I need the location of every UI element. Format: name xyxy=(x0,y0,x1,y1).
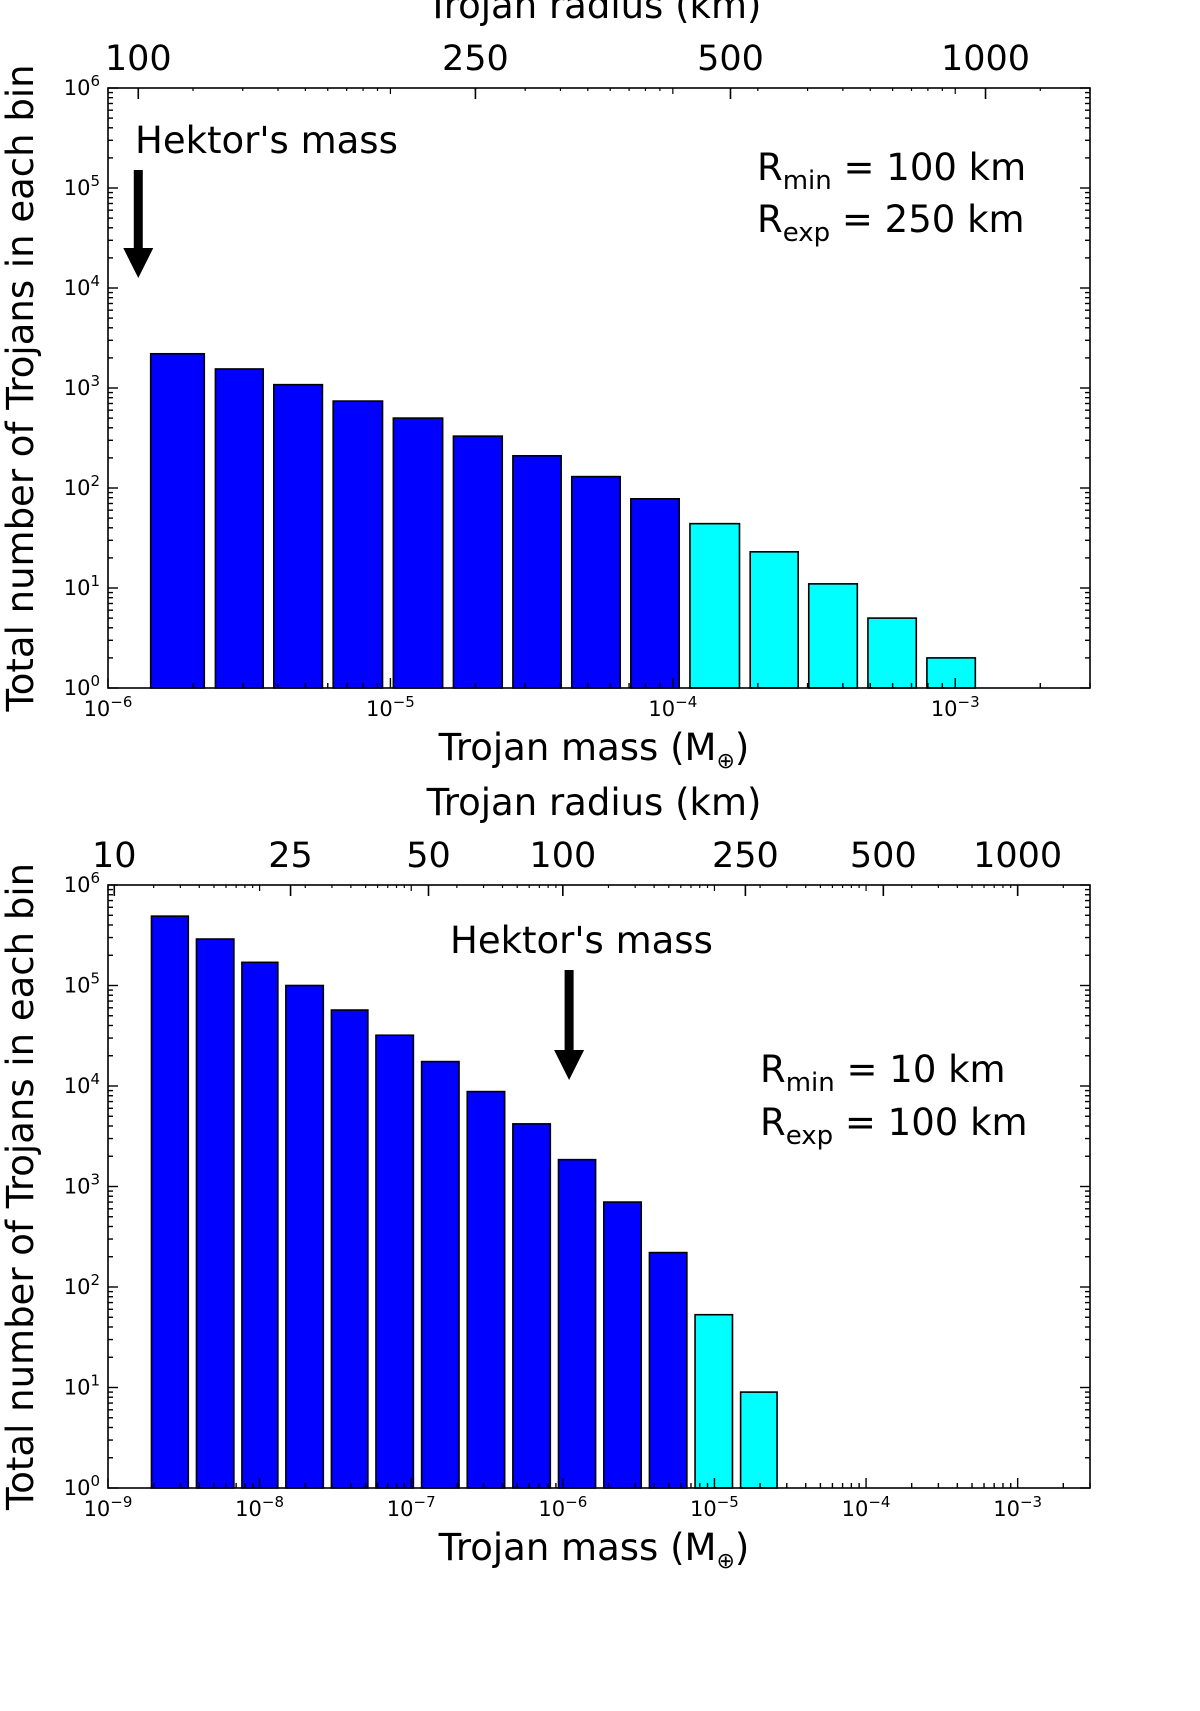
y-tick-label: 103 xyxy=(64,372,100,400)
y-tick-label: 101 xyxy=(64,1372,100,1400)
x-tick-label: 10−7 xyxy=(387,1493,436,1521)
top-axis-title: Trojan radius (km) xyxy=(426,0,762,27)
bar-2 xyxy=(241,961,279,1489)
param-exp: Rexp = 250 km xyxy=(757,198,1025,248)
top-tick-label: 500 xyxy=(697,39,764,79)
bar-0 xyxy=(150,915,190,1489)
top-tick-label: 100 xyxy=(105,39,172,79)
annotation-label: Hektor's mass xyxy=(450,919,713,962)
param-min: Rmin = 100 km xyxy=(757,146,1026,196)
panel-bottom: 10−9 10−8 10−7 10−6 10−5 10−4 10−3 100 101 102 103… xyxy=(0,781,1091,1574)
panel-top: 10−6 10−5 10−4 10−3100101102103104105106100… xyxy=(0,0,1091,774)
x-tick-label: 10−6 xyxy=(84,693,133,721)
bar-8 xyxy=(630,497,681,689)
annotation-arrow-head xyxy=(123,248,154,278)
y-tick-label: 106 xyxy=(64,72,100,100)
bar-6 xyxy=(512,454,562,689)
top-tick-label: 100 xyxy=(529,836,596,876)
bar-7 xyxy=(570,475,622,689)
bar-13 xyxy=(926,657,977,689)
y-tick-label: 100 xyxy=(64,672,100,700)
x-tick-label: 10−3 xyxy=(931,693,980,721)
x-tick-label: 10−5 xyxy=(690,1493,739,1521)
bar-13 xyxy=(739,1391,778,1489)
top-axis-title: Trojan radius (km) xyxy=(426,781,762,824)
top-tick-label: 50 xyxy=(406,836,451,876)
top-tick-label: 250 xyxy=(442,39,509,79)
bar-12 xyxy=(867,617,918,689)
bar-6 xyxy=(420,1060,460,1489)
bar-2 xyxy=(273,383,324,689)
bar-3 xyxy=(285,984,325,1489)
x-tick-label: 10−9 xyxy=(84,1493,133,1521)
y-tick-label: 100 xyxy=(64,1472,100,1500)
bar-1 xyxy=(195,938,235,1489)
bar-9 xyxy=(689,522,741,689)
bar-7 xyxy=(466,1090,506,1489)
bar-4 xyxy=(330,1009,369,1489)
x-tick-label: 10−5 xyxy=(366,693,415,721)
y-tick-label: 105 xyxy=(64,970,100,998)
bar-0 xyxy=(149,352,206,689)
bar-5 xyxy=(375,1034,415,1489)
top-tick-label: 10 xyxy=(92,836,137,876)
x-tick-label: 10−4 xyxy=(648,693,697,721)
top-tick-label: 1000 xyxy=(973,836,1062,876)
annotation-arrow-head xyxy=(554,1050,585,1080)
bar-3 xyxy=(332,400,384,689)
bar-5 xyxy=(452,435,504,689)
param-min: Rmin = 10 km xyxy=(760,1048,1006,1098)
y-tick-label: 104 xyxy=(64,1070,100,1098)
x-axis-title: Trojan mass (M⊕) xyxy=(438,1526,750,1574)
bar-1 xyxy=(214,368,265,689)
bar-10 xyxy=(602,1201,643,1489)
y-tick-label: 101 xyxy=(64,572,100,600)
annotation-label: Hektor's mass xyxy=(135,119,398,162)
y-tick-label: 102 xyxy=(64,1271,100,1299)
param-exp: Rexp = 100 km xyxy=(760,1101,1028,1151)
y-tick-label: 104 xyxy=(64,272,100,300)
bar-8 xyxy=(512,1123,552,1489)
top-tick-label: 25 xyxy=(268,836,313,876)
y-tick-label: 105 xyxy=(64,172,100,200)
x-tick-label: 10−8 xyxy=(235,1493,284,1521)
bar-11 xyxy=(648,1251,688,1489)
y-axis-title: Total number of Trojans in each bin xyxy=(0,863,42,1511)
y-tick-label: 102 xyxy=(64,472,100,500)
y-axis-title: Total number of Trojans in each bin xyxy=(0,64,42,712)
top-tick-label: 500 xyxy=(850,836,917,876)
bar-12 xyxy=(694,1313,734,1489)
x-tick-label: 10−3 xyxy=(993,1493,1042,1521)
bar-4 xyxy=(392,417,444,689)
x-tick-label: 10−6 xyxy=(538,1493,587,1521)
top-tick-label: 250 xyxy=(712,836,779,876)
y-tick-label: 106 xyxy=(64,869,100,897)
x-tick-label: 10−4 xyxy=(842,1493,891,1521)
bar-9 xyxy=(557,1158,597,1489)
y-tick-label: 103 xyxy=(64,1171,100,1199)
bar-10 xyxy=(749,551,799,689)
top-tick-label: 1000 xyxy=(941,39,1030,79)
x-axis-title: Trojan mass (M⊕) xyxy=(438,726,750,774)
bar-11 xyxy=(807,583,859,689)
